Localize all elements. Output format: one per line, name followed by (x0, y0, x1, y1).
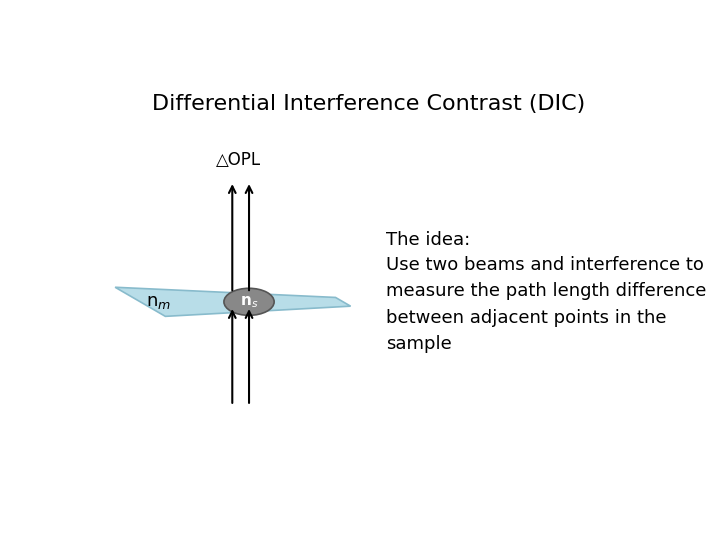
Text: Differential Interference Contrast (DIC): Differential Interference Contrast (DIC) (153, 94, 585, 114)
Text: The idea:: The idea: (386, 231, 470, 249)
Polygon shape (115, 287, 351, 316)
Text: n$_s$: n$_s$ (240, 294, 258, 309)
Text: △OPL: △OPL (215, 151, 261, 168)
Text: Use two beams and interference to
measure the path length difference
between adj: Use two beams and interference to measur… (386, 256, 706, 353)
Text: n$_m$: n$_m$ (145, 293, 171, 311)
Ellipse shape (224, 288, 274, 315)
